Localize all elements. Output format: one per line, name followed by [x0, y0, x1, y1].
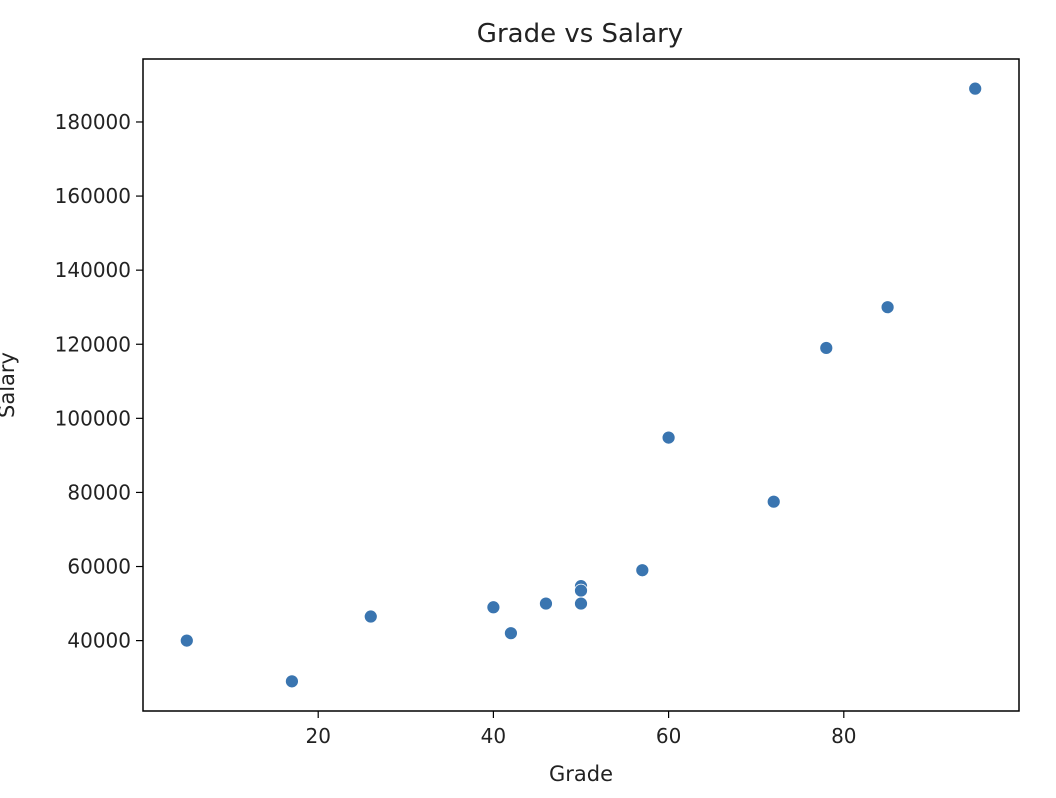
- x-tick-label: 60: [656, 724, 681, 748]
- y-tick-label: 40000: [67, 629, 131, 653]
- data-point: [635, 563, 650, 578]
- data-points: [179, 81, 983, 689]
- y-axis-ticks: 40000 60000 80000 100000 120000 140000 160000 1…: [55, 110, 143, 653]
- x-tick-label: 40: [481, 724, 506, 748]
- x-tick-label: 80: [831, 724, 856, 748]
- y-tick-label: 180000: [55, 110, 131, 134]
- data-point: [574, 583, 588, 598]
- data-point: [363, 609, 378, 624]
- data-point: [504, 626, 518, 641]
- y-tick-label: 120000: [55, 332, 131, 356]
- x-axis-ticks: 20 40 60 80: [305, 711, 857, 748]
- y-tick-label: 60000: [67, 555, 131, 579]
- y-tick-label: 160000: [55, 184, 131, 208]
- data-point: [766, 494, 781, 509]
- y-axis-label: Salary: [0, 352, 19, 418]
- data-point: [880, 300, 895, 315]
- chart-title: Grade vs Salary: [477, 19, 683, 49]
- data-point: [285, 674, 299, 689]
- data-point: [179, 633, 194, 648]
- data-point: [819, 341, 834, 355]
- y-tick-label: 140000: [55, 258, 131, 282]
- data-point: [574, 596, 588, 611]
- plot-frame: [142, 58, 1020, 712]
- data-point: [968, 81, 983, 96]
- x-tick-label: 20: [305, 724, 330, 748]
- y-tick-label: 100000: [55, 406, 131, 430]
- x-axis-label: Grade: [549, 762, 613, 786]
- y-tick-label: 80000: [67, 480, 131, 504]
- data-point: [661, 430, 676, 445]
- data-point: [486, 600, 501, 615]
- data-point: [539, 596, 553, 611]
